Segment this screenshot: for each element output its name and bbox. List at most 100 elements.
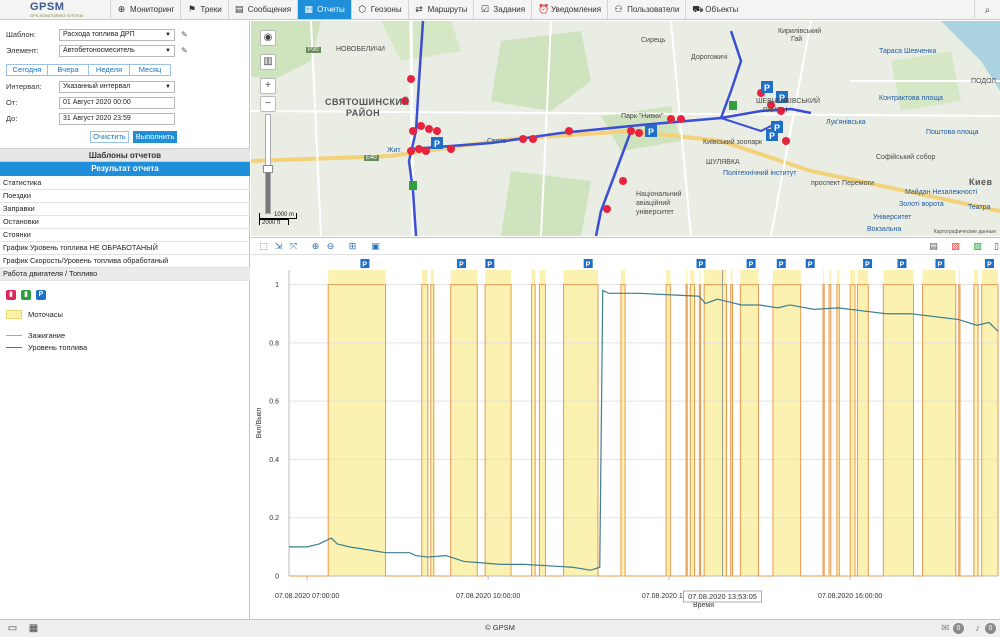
motohours-bar[interactable] — [690, 270, 695, 576]
search-icon[interactable]: ⌕ — [974, 0, 1000, 20]
fuel-level-series-line[interactable] — [289, 289, 999, 571]
fuel-fill-icon[interactable]: ▮ — [21, 290, 31, 300]
legend-ignition[interactable]: Зажигание — [6, 331, 65, 340]
chart-canvas[interactable]: 0 0.2 0.4 0.6 0.8 1 Вкл/Выкл 07.08.2020 07:00:0… — [251, 256, 1000, 619]
period-button-2[interactable]: Неделя — [88, 64, 130, 76]
nav-item-0[interactable]: ⊕ Мониторинг — [110, 0, 180, 19]
parking-icon[interactable]: P — [36, 290, 46, 300]
motohours-bar[interactable] — [823, 270, 825, 576]
parking-marker[interactable] — [485, 259, 495, 268]
zoom-out-icon[interactable]: ⊖ — [326, 241, 335, 251]
select-zoom-icon[interactable]: ⬚ — [259, 241, 268, 251]
clear-button[interactable]: Очистить — [90, 131, 129, 143]
zoom-fit-icon[interactable]: ⤧ — [289, 241, 298, 251]
motohours-bar[interactable] — [421, 270, 428, 576]
result-item[interactable]: График Скорость/Уровень топлива обработа… — [0, 255, 250, 268]
parking-marker[interactable] — [984, 259, 994, 268]
map-canvas[interactable]: PPP PPP — [251, 21, 1000, 236]
report-templates-header[interactable]: Шаблоны отчетов — [0, 148, 250, 162]
motohours-bar[interactable] — [539, 270, 546, 576]
report-result-header[interactable]: Результат отчета — [0, 162, 250, 176]
nav-item-5[interactable]: ⇄ Маршруты — [407, 0, 474, 19]
motohours-bar[interactable] — [563, 270, 598, 576]
parking-marker[interactable] — [696, 259, 706, 268]
motohours-bar[interactable] — [730, 270, 733, 576]
parking-marker[interactable] — [360, 259, 370, 268]
parking-marker[interactable] — [863, 259, 873, 268]
nav-item-4[interactable]: ⬡ Геозоны — [350, 0, 408, 19]
motohours-bar[interactable] — [620, 270, 626, 576]
element-select[interactable]: Автобетоносмеситель ▼ — [59, 44, 175, 57]
zoom-in-button[interactable]: + — [260, 78, 276, 94]
fuel-drain-icon[interactable]: ▮ — [6, 290, 16, 300]
parking-marker[interactable] — [776, 259, 786, 268]
motohours-bar[interactable] — [857, 270, 869, 576]
legend-fuel-level[interactable]: Уровень топлива — [6, 343, 87, 352]
motohours-bar[interactable] — [850, 270, 855, 576]
zoom-reset-icon[interactable]: ⊞ — [348, 241, 357, 251]
nav-item-9[interactable]: ⛟ Объекты — [685, 0, 744, 19]
wrench-icon[interactable]: ✎ — [181, 30, 188, 39]
parking-marker[interactable] — [456, 259, 466, 268]
eye-icon[interactable]: ◉ — [260, 30, 276, 46]
result-item[interactable]: Работа двигателя / Топливо — [0, 268, 250, 281]
zoom-x-icon[interactable]: ⇲ — [274, 241, 283, 251]
period-button-0[interactable]: Сегодня — [6, 64, 48, 76]
motohours-bar[interactable] — [829, 270, 831, 576]
grid-icon[interactable]: ▦ — [28, 623, 39, 634]
run-button[interactable]: Выполнить — [133, 131, 177, 143]
period-button-1[interactable]: Вчера — [47, 64, 89, 76]
nav-item-8[interactable]: ⚇ Пользователи — [607, 0, 685, 19]
period-button-3[interactable]: Месяц — [129, 64, 171, 76]
nav-item-6[interactable]: ☑ Задания — [473, 0, 531, 19]
zoom-slider-handle[interactable] — [263, 165, 273, 173]
motohours-bar[interactable] — [973, 270, 979, 576]
table-icon[interactable]: ▤ — [929, 241, 938, 251]
template-select[interactable]: Расхода топлива ДРП ▼ — [59, 28, 175, 41]
nav-item-1[interactable]: ⚑ Треки — [180, 0, 227, 19]
parking-marker[interactable] — [897, 259, 907, 268]
motohours-bar[interactable] — [981, 270, 998, 576]
window-icon[interactable]: ▭ — [7, 623, 18, 634]
map-layers-icon[interactable]: ▥ — [260, 54, 276, 70]
motohours-bar[interactable] — [531, 270, 536, 576]
report-chart[interactable]: 0 0.2 0.4 0.6 0.8 1 Вкл/Выкл 07.08.2020 07:00:0… — [251, 256, 1000, 619]
nav-item-2[interactable]: ▤ Сообщения — [227, 0, 297, 19]
result-item[interactable]: Стоянки — [0, 229, 250, 242]
zoom-in-icon[interactable]: ⊕ — [311, 241, 320, 251]
motohours-bar[interactable] — [922, 270, 956, 576]
parking-marker[interactable] — [935, 259, 945, 268]
interval-select[interactable]: Указанный интервал ▼ — [59, 80, 175, 93]
pdf-icon[interactable]: ▧ — [951, 241, 960, 251]
to-date-input[interactable]: 31 Август 2020 23:59 — [59, 112, 175, 125]
excel-icon[interactable]: ▨ — [973, 241, 982, 251]
result-item[interactable]: Заправки — [0, 203, 250, 216]
zoom-slider[interactable] — [263, 114, 273, 214]
motohours-bar[interactable] — [704, 270, 727, 576]
settings-icon[interactable]: ▣ — [371, 241, 380, 251]
result-item[interactable]: Остановки — [0, 216, 250, 229]
motohours-bar[interactable] — [699, 270, 701, 576]
bell-icon[interactable]: ♪ — [975, 623, 980, 634]
result-item[interactable]: Поездки — [0, 190, 250, 203]
motohours-bar[interactable] — [666, 270, 671, 576]
motohours-bar[interactable] — [430, 270, 434, 576]
motohours-bar[interactable] — [450, 270, 478, 576]
ignition-series-line[interactable] — [289, 284, 999, 577]
motohours-bar[interactable] — [772, 270, 801, 576]
export-icon[interactable]: ▯ — [994, 241, 999, 251]
parking-marker[interactable] — [805, 259, 815, 268]
from-date-input[interactable]: 01 Август 2020 00:00 — [59, 96, 175, 109]
nav-item-3[interactable]: ▦ Отчеты — [297, 0, 351, 19]
motohours-bar[interactable] — [686, 270, 688, 576]
mail-icon[interactable]: ✉ — [941, 623, 950, 634]
app-logo[interactable]: GPSM GPS MONITORING SYSTEM — [0, 0, 110, 19]
wrench-icon[interactable]: ✎ — [181, 46, 188, 55]
motohours-bar[interactable] — [958, 270, 960, 576]
parking-marker[interactable] — [583, 259, 593, 268]
zoom-out-button[interactable]: − — [260, 96, 276, 112]
motohours-bar[interactable] — [740, 270, 759, 576]
motohours-bar[interactable] — [883, 270, 914, 576]
nav-item-7[interactable]: ⏰ Уведомления — [531, 0, 607, 19]
